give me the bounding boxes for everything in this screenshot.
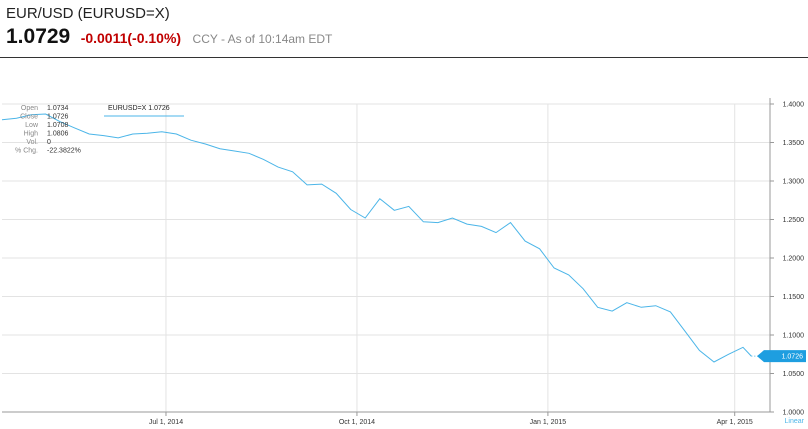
price-chart[interactable]: 1.4000 1.3500 1.3000 1.2500 1.2000 1.1500 1.10… <box>0 90 808 429</box>
scale-toggle[interactable]: Linear <box>785 418 805 425</box>
ohlc-value: -22.3822% <box>47 148 81 155</box>
y-tick-label: 1.3500 <box>783 140 805 147</box>
header-divider <box>0 57 808 58</box>
x-tick-label: Apr 1, 2015 <box>717 419 753 426</box>
ohlc-value: 1.0806 <box>47 131 69 138</box>
ohlc-label: Low <box>25 122 39 129</box>
price-row: 1.0729 -0.0011(-0.10%) CCY - As of 10:14… <box>6 25 332 49</box>
y-tick-label: 1.0500 <box>783 371 805 378</box>
symbol-title: EUR/USD (EURUSD=X) <box>6 5 170 22</box>
last-value-label: 1.0726 <box>782 354 804 361</box>
ohlc-label: Open <box>21 105 38 112</box>
x-tick-label: Jul 1, 2014 <box>149 419 183 426</box>
chart-grid <box>2 103 770 413</box>
series-line-eurusd <box>1 113 752 363</box>
y-axis: 1.4000 1.3500 1.3000 1.2500 1.2000 1.1500 1.10… <box>769 98 805 417</box>
ohlc-value: 0 <box>47 139 51 146</box>
ohlc-readout: Open 1.0734 Close 1.0726 Low 1.0708 High 1.0806… <box>15 105 81 155</box>
quote-timestamp: CCY - As of 10:14am EDT <box>192 32 333 46</box>
ohlc-label: High <box>24 131 39 138</box>
ohlc-label: Vol. <box>26 139 38 146</box>
y-tick-label: 1.2500 <box>783 217 805 224</box>
price-change: -0.0011(-0.10%) <box>80 30 182 46</box>
y-tick-label: 1.1500 <box>783 294 805 301</box>
quote-header: EUR/USD (EURUSD=X) 1.0729 -0.0011(-0.10%… <box>0 0 808 58</box>
legend: EURUSD=X 1.0726 <box>104 105 184 117</box>
last-value-tag <box>757 350 806 363</box>
y-tick-label: 1.1000 <box>783 333 805 340</box>
y-tick-label: 1.0000 <box>783 410 805 417</box>
y-tick-label: 1.4000 <box>783 102 805 109</box>
last-price: 1.0729 <box>6 25 71 48</box>
ohlc-label: % Chg. <box>15 148 38 155</box>
ohlc-label: Close <box>20 114 38 121</box>
last-value-marker: 1.0726 <box>751 350 806 363</box>
ohlc-value: 1.0708 <box>47 122 69 129</box>
x-tick-label: Oct 1, 2014 <box>339 419 375 426</box>
ohlc-value: 1.0734 <box>47 105 69 112</box>
y-tick-label: 1.3000 <box>783 179 805 186</box>
x-axis: Jul 1, 2014 Oct 1, 2014 Jan 1, 2015 Apr 1, … <box>2 411 770 426</box>
ohlc-value: 1.0726 <box>47 114 69 121</box>
y-tick-label: 1.2000 <box>783 256 805 263</box>
x-tick-label: Jan 1, 2015 <box>530 419 567 426</box>
legend-label: EURUSD=X 1.0726 <box>108 105 170 112</box>
